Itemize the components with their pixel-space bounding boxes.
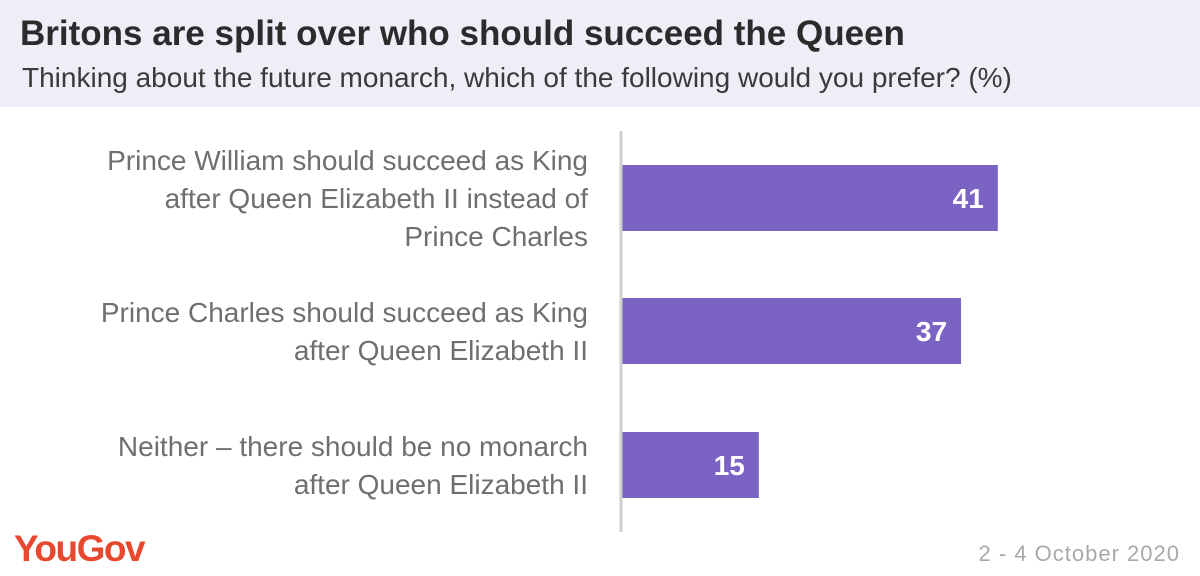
category-label: Neither – there should be no monarch afte…	[118, 431, 588, 500]
category-label-line: Prince William should succeed as King	[107, 145, 588, 176]
category-label-line: Prince Charles	[404, 221, 588, 252]
category-label: Prince William should succeed as King aft…	[107, 145, 588, 252]
survey-date: 2 - 4 October 2020	[978, 541, 1180, 566]
bar-2	[621, 298, 962, 364]
category-label-line: after Queen Elizabeth II	[294, 469, 588, 500]
yougov-logo: YouGov	[14, 528, 146, 569]
chart-header: Britons are split over who should succee…	[0, 0, 1200, 107]
bar-value-label: 41	[953, 183, 984, 214]
chart-subtitle: Thinking about the future monarch, which…	[22, 62, 1012, 93]
category-label-line: after Queen Elizabeth II instead of	[165, 183, 589, 214]
bar-1	[621, 165, 998, 231]
category-label-line: Prince Charles should succeed as King	[101, 297, 588, 328]
bar-value-label: 15	[714, 450, 745, 481]
bar-3	[621, 432, 759, 498]
chart-title: Britons are split over who should succee…	[20, 14, 905, 53]
category-label-line: after Queen Elizabeth II	[294, 335, 588, 366]
category-label-line: Neither – there should be no monarch	[118, 431, 588, 462]
category-label: Prince Charles should succeed as King aft…	[101, 297, 588, 366]
bar-value-label: 37	[916, 316, 947, 347]
